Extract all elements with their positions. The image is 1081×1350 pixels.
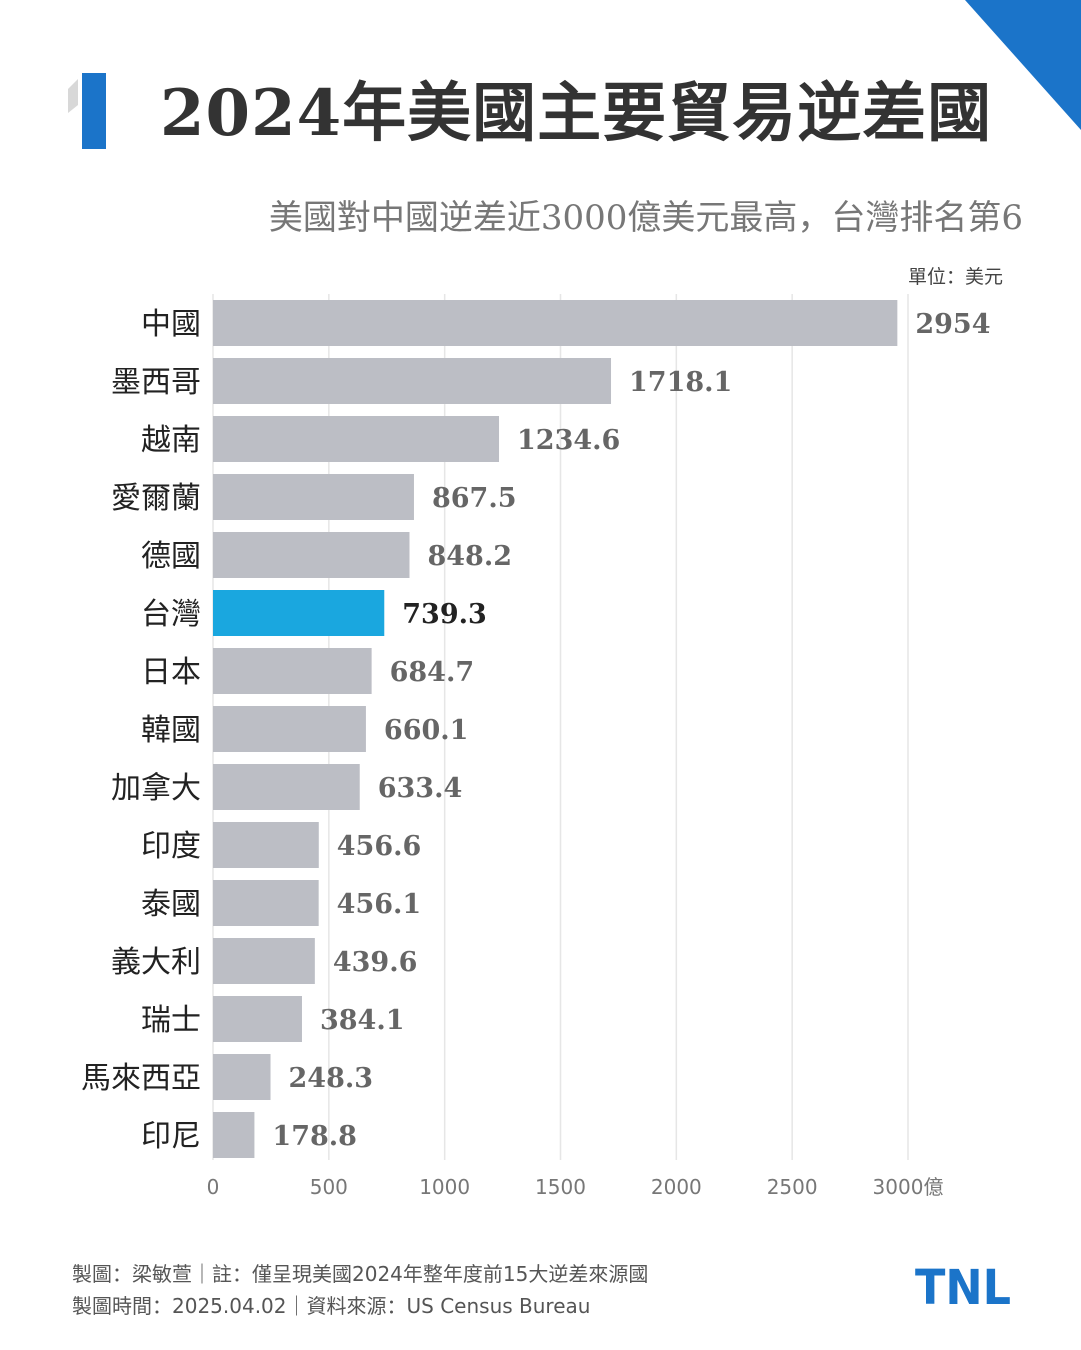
bar: [213, 880, 319, 926]
category-label: 韓國: [141, 713, 201, 748]
bar: [213, 1112, 255, 1158]
x-tick-label: 1500: [535, 1175, 586, 1199]
footer-notes: 製圖：梁敏萱｜註：僅呈現美國2024年整年度前15大逆差來源國 製圖時間：202…: [72, 1258, 648, 1322]
category-label: 泰國: [141, 887, 201, 922]
category-label: 中國: [141, 307, 201, 342]
footer-credit-line: 製圖：梁敏萱｜註：僅呈現美國2024年整年度前15大逆差來源國: [72, 1262, 649, 1286]
bar: [213, 416, 500, 462]
x-tick-label: 3000億: [873, 1175, 944, 1199]
category-label: 墨西哥: [111, 365, 201, 400]
bar: [213, 996, 302, 1042]
bar: [213, 300, 898, 346]
corner-triangle-decoration: [965, 0, 1081, 130]
bar: [213, 648, 372, 694]
bar-chart: 0 500 1000 1500 2000 2500 3000億 中國 2954 墨西哥 1718.1…: [81, 294, 990, 1199]
category-label: 加拿大: [111, 771, 201, 806]
title-marker-icon: [68, 73, 106, 149]
value-label: 384.1: [320, 1005, 405, 1036]
value-label: 660.1: [384, 715, 469, 746]
tnl-logo: TNL: [915, 1264, 1011, 1306]
category-label: 德國: [141, 539, 201, 574]
value-label: 178.8: [272, 1121, 357, 1152]
value-label: 1234.6: [517, 425, 620, 456]
bar: [213, 358, 612, 404]
value-label: 633.4: [378, 773, 463, 804]
x-tick-label: 1000: [419, 1175, 470, 1199]
value-label: 1718.1: [629, 367, 732, 398]
value-label: 684.7: [390, 657, 475, 688]
value-label: 867.5: [432, 483, 517, 514]
category-label: 義大利: [111, 945, 201, 980]
page-title: 2024年美國主要貿易逆差國: [160, 76, 993, 151]
footer-source-line: 製圖時間：2025.04.02｜資料來源：US Census Bureau: [72, 1294, 591, 1318]
x-tick-label: 2000: [651, 1175, 702, 1199]
tnl-logo-text: TNL: [915, 1264, 1011, 1306]
value-label: 439.6: [333, 947, 418, 978]
page-subtitle: 美國對中國逆差近3000億美元最高，台灣排名第6: [268, 198, 1023, 238]
value-label: 2954: [915, 309, 990, 340]
category-label: 越南: [141, 423, 201, 458]
category-label: 愛爾蘭: [111, 481, 201, 516]
category-label: 馬來西亞: [81, 1061, 201, 1096]
bar: [213, 590, 385, 636]
category-label: 印度: [141, 829, 201, 864]
value-label: 456.1: [337, 889, 422, 920]
x-tick-label: 2500: [767, 1175, 818, 1199]
bar: [213, 532, 410, 578]
value-label: 456.6: [337, 831, 422, 862]
category-label: 台灣: [141, 597, 201, 632]
value-label: 248.3: [289, 1063, 374, 1094]
x-tick-label: 0: [207, 1175, 220, 1199]
x-tick-label: 500: [310, 1175, 348, 1199]
category-label: 瑞士: [141, 1003, 201, 1038]
category-label: 印尼: [141, 1119, 201, 1154]
value-label: 848.2: [427, 541, 512, 572]
unit-label: 單位：美元: [907, 266, 1003, 288]
bar: [213, 474, 414, 520]
category-label: 日本: [141, 655, 201, 690]
bar: [213, 938, 315, 984]
bar: [213, 822, 319, 868]
bar: [213, 764, 360, 810]
value-label: 739.3: [402, 599, 487, 630]
bar: [213, 1054, 271, 1100]
bar: [213, 706, 366, 752]
